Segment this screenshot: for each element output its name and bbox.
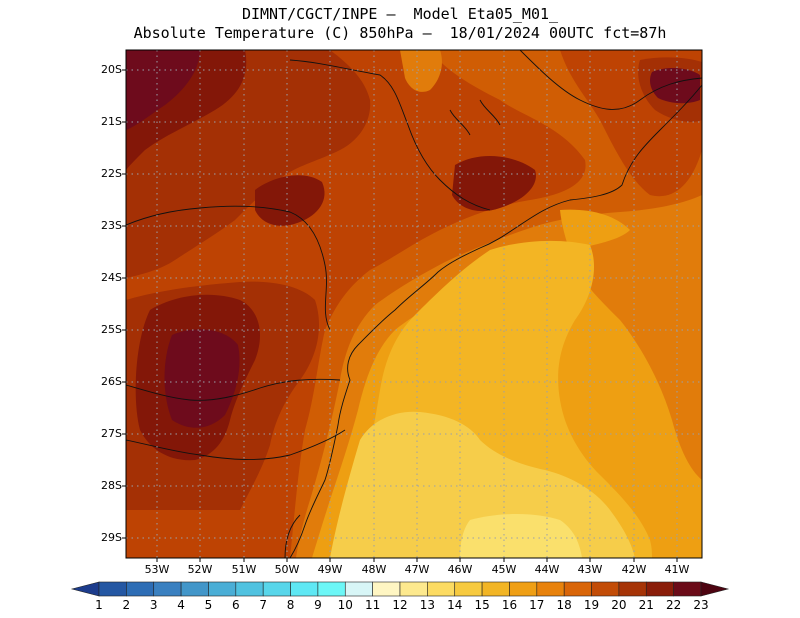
- colorbar-label: 11: [364, 598, 381, 612]
- colorbar-label: 15: [474, 598, 490, 612]
- colorbar-swatch: [235, 581, 264, 597]
- state-border-3: [126, 205, 331, 331]
- colorbar-label: 12: [392, 598, 408, 612]
- colorbar-swatch: [262, 581, 291, 597]
- colorbar-swatch: [700, 581, 730, 597]
- lat-label: 24S: [101, 271, 122, 284]
- colorbar-label: 14: [447, 598, 463, 612]
- gridlines: [126, 50, 702, 558]
- lon-label: 49W: [317, 563, 343, 576]
- coastlines: [126, 50, 702, 558]
- colorbar-swatch: [70, 581, 100, 597]
- state-border-5: [519, 50, 702, 110]
- colorbar-swatch: [536, 581, 565, 597]
- state-border-1: [126, 429, 346, 460]
- lat-label: 22S: [101, 167, 122, 180]
- coastline: [289, 84, 702, 558]
- lat-label: 23S: [101, 219, 122, 232]
- colorbar-swatch: [509, 581, 538, 597]
- map-frame: [125, 49, 703, 559]
- colorbar-swatch: [317, 581, 346, 597]
- lat-label: 21S: [101, 115, 122, 128]
- colorbar-swatch: [399, 581, 428, 597]
- colorbar-swatch: [591, 581, 620, 597]
- lat-label: 20S: [101, 63, 122, 76]
- colorbar-label: 16: [501, 598, 518, 612]
- lon-label: 48W: [361, 563, 387, 576]
- colorbar-label: 23: [693, 598, 709, 612]
- lat-label: 28S: [101, 479, 122, 492]
- lat-label: 27S: [101, 427, 122, 440]
- colorbar-swatch: [98, 581, 127, 597]
- lon-label: 42W: [621, 563, 647, 576]
- colorbar-label: 9: [314, 598, 322, 612]
- colorbar-label: 7: [259, 598, 267, 612]
- lon-label: 51W: [231, 563, 257, 576]
- lon-label: 52W: [187, 563, 213, 576]
- lon-label: 46W: [447, 563, 473, 576]
- colorbar-label: 19: [583, 598, 600, 612]
- lon-label: 43W: [577, 563, 603, 576]
- colorbar-label: 22: [665, 598, 682, 612]
- colorbar-swatch: [427, 581, 456, 597]
- lon-label: 50W: [274, 563, 300, 576]
- colorbar-label: 10: [337, 598, 353, 612]
- colorbar-label: 13: [419, 598, 435, 612]
- colorbar-label: 18: [556, 598, 572, 612]
- lat-label: 25S: [101, 323, 122, 336]
- axis-ticks: [122, 69, 678, 562]
- colorbar: [70, 581, 730, 597]
- lon-label: 53W: [144, 563, 170, 576]
- colorbar-label: 4: [177, 598, 185, 612]
- lat-label: 26S: [101, 375, 122, 388]
- lon-label: 47W: [404, 563, 430, 576]
- state-border-6: [284, 514, 301, 558]
- colorbar-swatch: [645, 581, 674, 597]
- lon-label: 45W: [491, 563, 517, 576]
- lon-label: 44W: [534, 563, 560, 576]
- state-border-2: [126, 378, 341, 401]
- colorbar-label: 1: [95, 598, 103, 612]
- colorbar-swatch: [126, 581, 155, 597]
- colorbar-swatch: [481, 581, 510, 597]
- colorbar-label: 20: [611, 598, 627, 612]
- colorbar-swatch: [208, 581, 237, 597]
- temperature-field: [126, 50, 702, 558]
- zone-t14: [460, 514, 582, 558]
- zone-t23-s: [164, 329, 240, 428]
- colorbar-swatch: [344, 581, 373, 597]
- zone-t22-mid: [255, 175, 325, 226]
- colorbar-swatch: [454, 581, 483, 597]
- colorbar-swatch: [618, 581, 647, 597]
- colorbar-label: 17: [529, 598, 545, 612]
- colorbar-label: 3: [149, 598, 158, 612]
- colorbar-swatch: [290, 581, 319, 597]
- colorbar-label: 6: [231, 598, 240, 612]
- colorbar-swatch: [153, 581, 182, 597]
- colorbar-label: 8: [286, 598, 295, 612]
- colorbar-swatch: [180, 581, 209, 597]
- colorbar-label: 5: [204, 598, 213, 612]
- map-title-line2: Absolute Temperature (C) 850hPa — 18/01/…: [133, 24, 667, 42]
- colorbar-label: 2: [122, 598, 131, 612]
- state-border-4: [289, 59, 491, 211]
- map-title-line1: DIMNT/CGCT/INPE — Model Eta05_M01_: [241, 5, 559, 23]
- zone-t23-ne: [650, 68, 700, 104]
- lon-label: 41W: [664, 563, 690, 576]
- colorbar-label: 21: [638, 598, 654, 612]
- colorbar-swatch: [673, 581, 702, 597]
- colorbar-swatch: [563, 581, 592, 597]
- colorbar-swatch: [372, 581, 401, 597]
- zone-t22-sao: [452, 155, 536, 212]
- lat-label: 29S: [101, 531, 122, 544]
- zone-t18-n: [400, 50, 442, 92]
